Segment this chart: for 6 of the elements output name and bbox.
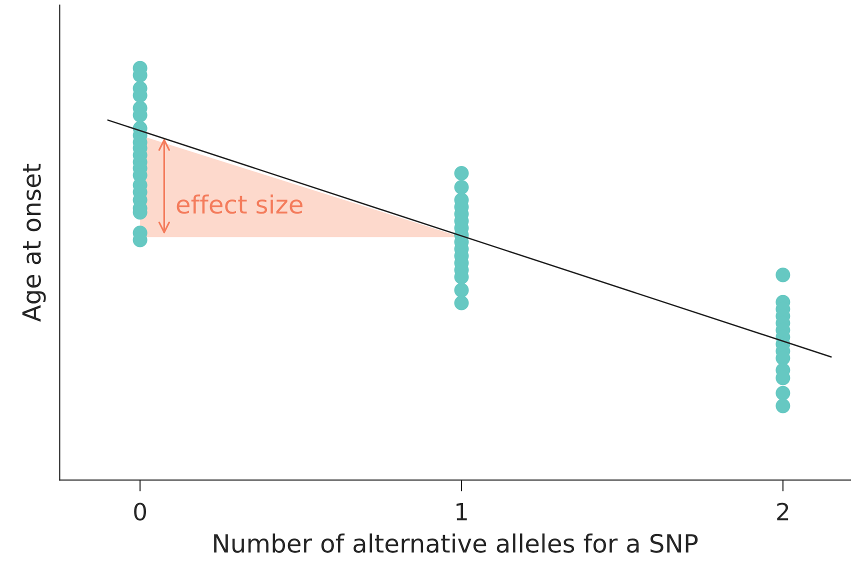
annotation: effect size <box>176 194 302 214</box>
x-tick-label: 2 <box>777 502 788 520</box>
x-tick-label: 0 <box>134 502 146 521</box>
y-axis-title: Age at onset <box>22 164 46 322</box>
x-tick-label: 1 <box>456 503 467 520</box>
x-axis-title: Number of alternative alleles for a SNP <box>214 533 698 553</box>
